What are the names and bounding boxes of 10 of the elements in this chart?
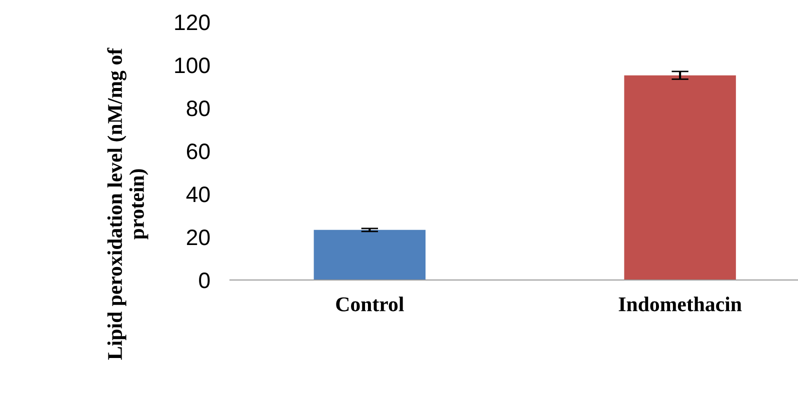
y-tick-label: 80 — [186, 100, 210, 116]
y-tick-label: 20 — [186, 230, 210, 246]
y-tick-label: 0 — [199, 272, 210, 288]
y-tick-label: 120 — [175, 14, 210, 30]
y-axis-title: Lipid peroxidation level (nM/mg of protein) — [107, 48, 148, 360]
y-tick-label: 40 — [186, 186, 210, 202]
y-tick-label: 60 — [186, 144, 210, 160]
x-tick-label: Indomethacin — [618, 296, 742, 312]
y-tick-label: 100 — [175, 58, 210, 74]
x-tick-label: Control — [336, 296, 404, 312]
